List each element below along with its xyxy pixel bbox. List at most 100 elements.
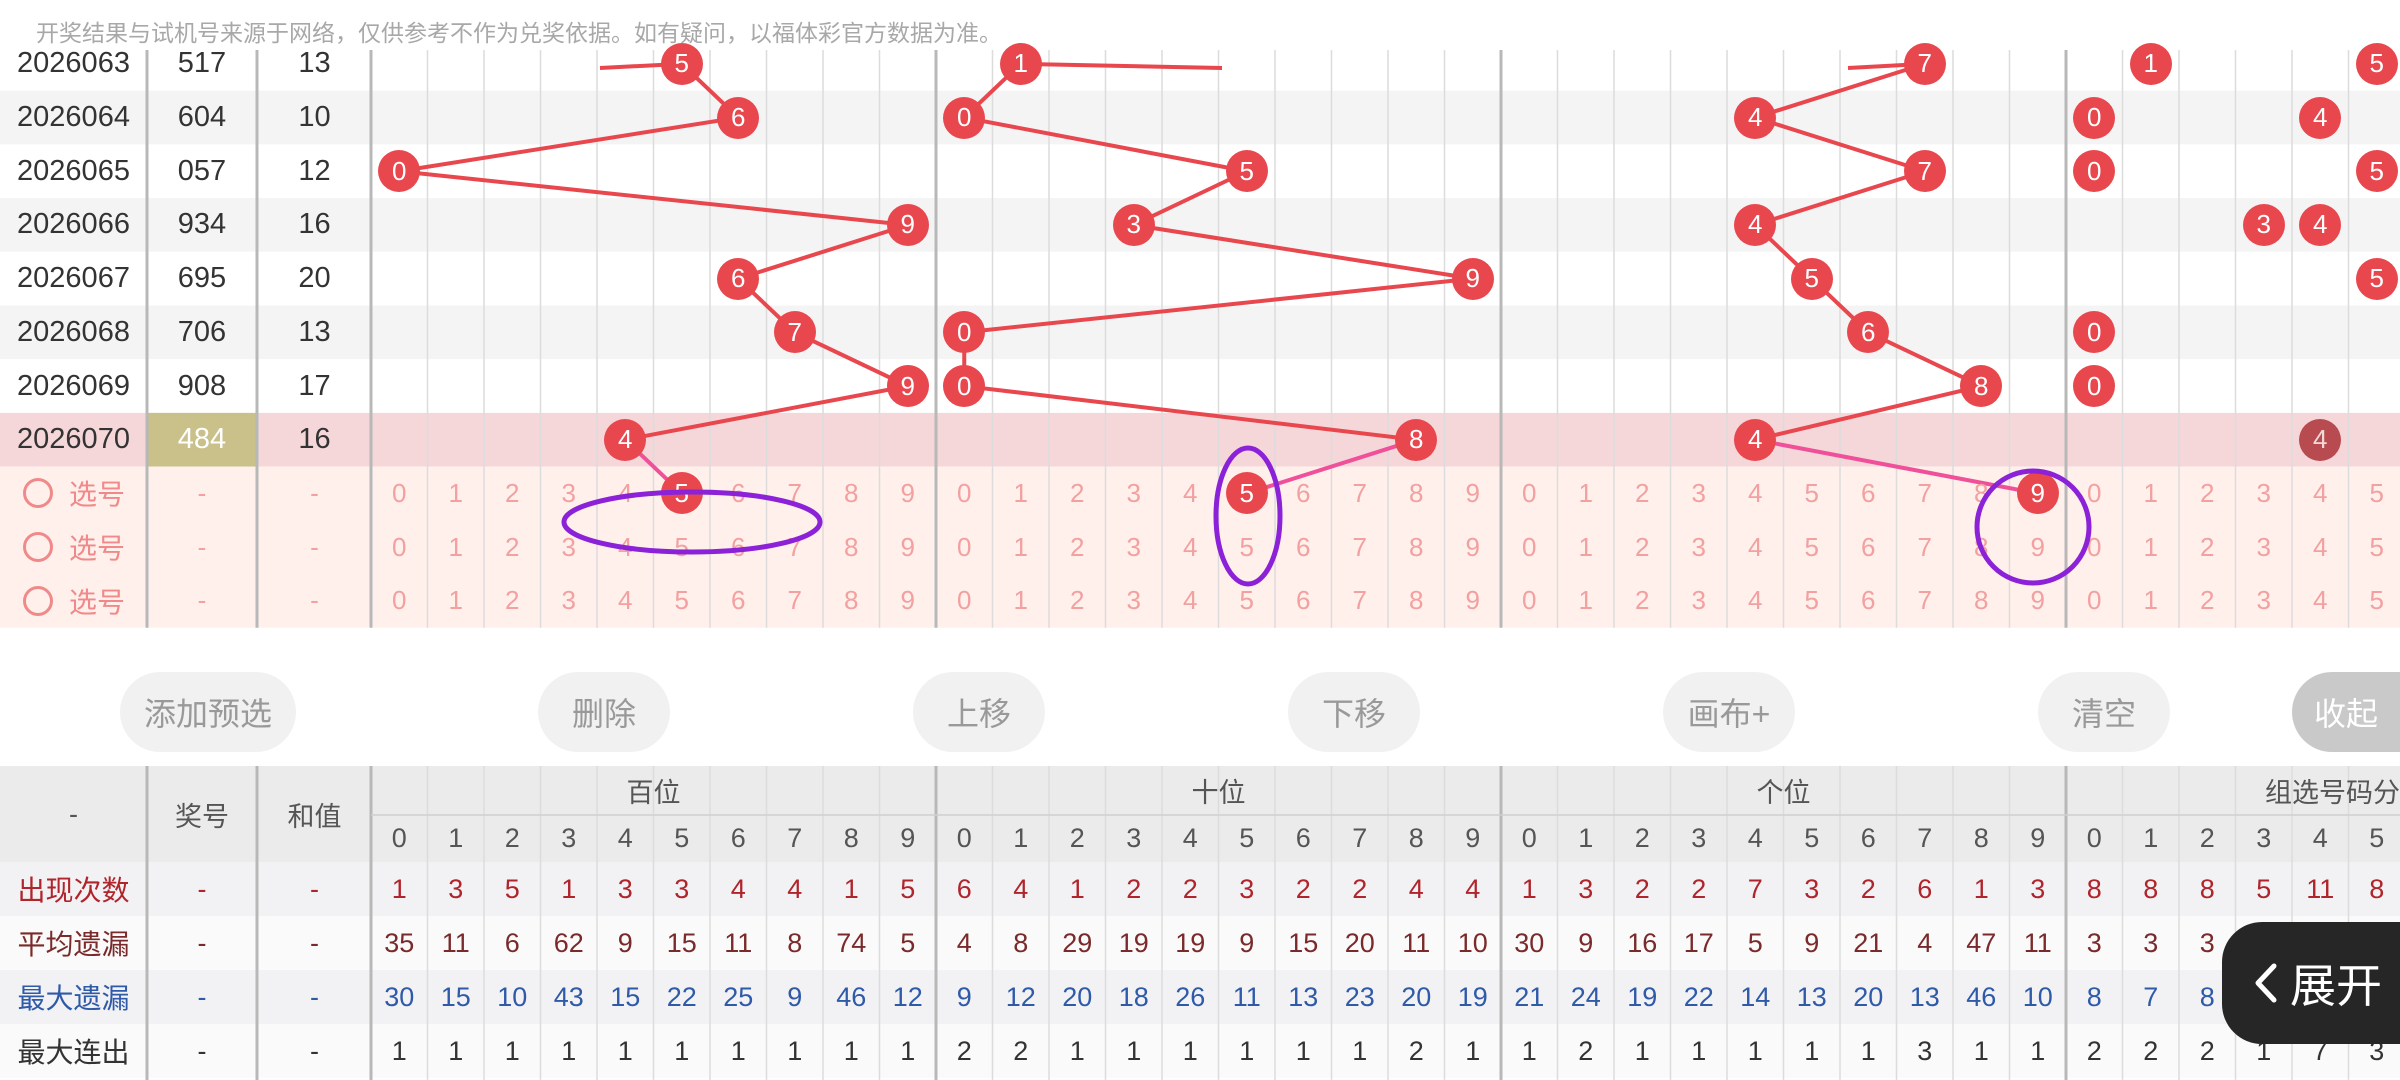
pick-digit[interactable]: 0 (392, 477, 407, 508)
pick-digit[interactable]: 0 (1522, 477, 1537, 508)
pick-digit[interactable]: 1 (2143, 585, 2158, 616)
pick-digit[interactable]: 4 (1748, 531, 1763, 562)
clear-button[interactable]: 清空 (2038, 672, 2170, 752)
pick-digit[interactable]: 5 (2369, 477, 2384, 508)
pick-digit[interactable]: 2 (2200, 585, 2215, 616)
pick-digit[interactable]: 2 (1070, 477, 1085, 508)
pick-digit[interactable]: 8 (1974, 477, 1989, 508)
pick-digit[interactable]: 9 (900, 531, 915, 562)
pick-digit[interactable]: 6 (731, 531, 746, 562)
pick-digit[interactable]: 1 (2143, 477, 2158, 508)
pick-digit[interactable]: 1 (448, 585, 463, 616)
pick-row-select[interactable]: 选号 (14, 467, 134, 521)
pick-digit[interactable]: 8 (1974, 531, 1989, 562)
pick-digit[interactable]: 6 (731, 477, 746, 508)
pick-digit[interactable]: 4 (618, 531, 633, 562)
pick-digit[interactable]: 1 (448, 531, 463, 562)
pick-digit[interactable]: 3 (1126, 477, 1141, 508)
pick-digit[interactable]: 0 (2087, 531, 2102, 562)
pick-digit[interactable]: 1 (1578, 585, 1593, 616)
pick-digit[interactable]: 0 (2087, 477, 2102, 508)
collapse-button[interactable]: 收起 (2292, 672, 2400, 752)
pick-digit[interactable]: 7 (787, 531, 802, 562)
pick-digit[interactable]: 5 (1239, 531, 1254, 562)
pick-digit[interactable]: 6 (731, 585, 746, 616)
pick-digit[interactable]: 2 (1070, 585, 1085, 616)
pick-digit[interactable]: 2 (2200, 531, 2215, 562)
pick-digit[interactable]: 3 (1691, 585, 1706, 616)
pick-digit[interactable]: 8 (1409, 531, 1424, 562)
pick-digit[interactable]: 9 (1465, 531, 1480, 562)
pick-digit[interactable]: 2 (2200, 477, 2215, 508)
pick-digit[interactable]: 0 (2087, 585, 2102, 616)
pick-digit[interactable]: 6 (1861, 531, 1876, 562)
pick-digit[interactable]: 5 (674, 585, 689, 616)
pick-digit[interactable]: 2 (1635, 477, 1650, 508)
pick-digit[interactable]: 1 (2143, 531, 2158, 562)
pick-digit[interactable]: 6 (1296, 585, 1311, 616)
pick-digit[interactable]: 0 (1522, 531, 1537, 562)
pick-digit[interactable]: 3 (2256, 477, 2271, 508)
pick-digit[interactable]: 5 (2369, 531, 2384, 562)
pick-digit[interactable]: 3 (1126, 585, 1141, 616)
pick-digit[interactable]: 5 (1804, 585, 1819, 616)
move-down-button[interactable]: 下移 (1288, 672, 1420, 752)
pick-digit[interactable]: 0 (392, 531, 407, 562)
pick-digit[interactable]: 1 (1578, 531, 1593, 562)
pick-digit[interactable]: 8 (1409, 477, 1424, 508)
pick-digit[interactable]: 3 (2256, 585, 2271, 616)
pick-digit[interactable]: 5 (674, 531, 689, 562)
pick-digit[interactable]: 8 (844, 477, 859, 508)
pick-digit[interactable]: 3 (561, 477, 576, 508)
pick-digit[interactable]: 1 (1013, 477, 1028, 508)
pick-digit[interactable]: 0 (1522, 585, 1537, 616)
pick-digit[interactable]: 5 (1804, 477, 1819, 508)
pick-digit[interactable]: 1 (1013, 585, 1028, 616)
pick-digit[interactable]: 5 (1804, 531, 1819, 562)
pick-digit[interactable]: 2 (505, 531, 520, 562)
pick-row-select[interactable]: 选号 (14, 574, 134, 628)
pick-digit[interactable]: 7 (1917, 531, 1932, 562)
pick-digit[interactable]: 1 (1578, 477, 1593, 508)
pick-digit[interactable]: 7 (1917, 477, 1932, 508)
pick-digit[interactable]: 2 (505, 585, 520, 616)
pick-digit[interactable]: 3 (1691, 531, 1706, 562)
pick-digit[interactable]: 4 (1748, 477, 1763, 508)
pick-digit[interactable]: 1 (448, 477, 463, 508)
pick-digit[interactable]: 7 (787, 477, 802, 508)
pick-digit[interactable]: 2 (505, 477, 520, 508)
pick-digit[interactable]: 4 (618, 585, 633, 616)
pick-digit[interactable]: 7 (787, 585, 802, 616)
pick-digit[interactable]: 8 (844, 585, 859, 616)
pick-digit[interactable]: 8 (1974, 585, 1989, 616)
pick-digit[interactable]: 3 (561, 531, 576, 562)
pick-digit[interactable]: 4 (618, 477, 633, 508)
pick-digit[interactable]: 0 (957, 585, 972, 616)
add-preselect-button[interactable]: 添加预选 (120, 672, 296, 752)
pick-digit[interactable]: 0 (957, 531, 972, 562)
canvas-plus-button[interactable]: 画布+ (1663, 672, 1795, 752)
pick-digit[interactable]: 6 (1861, 477, 1876, 508)
pick-digit[interactable]: 6 (1296, 531, 1311, 562)
pick-digit[interactable]: 2 (1635, 531, 1650, 562)
move-up-button[interactable]: 上移 (913, 672, 1045, 752)
pick-digit[interactable]: 3 (1126, 531, 1141, 562)
pick-digit[interactable]: 1 (1013, 531, 1028, 562)
pick-digit[interactable]: 0 (392, 585, 407, 616)
pick-digit[interactable]: 6 (1861, 585, 1876, 616)
pick-digit[interactable]: 9 (900, 585, 915, 616)
pick-digit[interactable]: 4 (1183, 531, 1198, 562)
pick-digit[interactable]: 9 (1465, 585, 1480, 616)
pick-digit[interactable]: 8 (1409, 585, 1424, 616)
pick-digit[interactable]: 9 (900, 477, 915, 508)
pick-digit[interactable]: 7 (1352, 477, 1367, 508)
pick-digit[interactable]: 4 (2313, 585, 2328, 616)
pick-digit[interactable]: 0 (957, 477, 972, 508)
pick-digit[interactable]: 4 (1748, 585, 1763, 616)
pick-digit[interactable]: 2 (1070, 531, 1085, 562)
pick-digit[interactable]: 4 (1183, 585, 1198, 616)
pick-digit[interactable]: 9 (2030, 531, 2045, 562)
pick-digit[interactable]: 2 (1635, 585, 1650, 616)
pick-digit[interactable]: 7 (1917, 585, 1932, 616)
pick-digit[interactable]: 4 (1183, 477, 1198, 508)
